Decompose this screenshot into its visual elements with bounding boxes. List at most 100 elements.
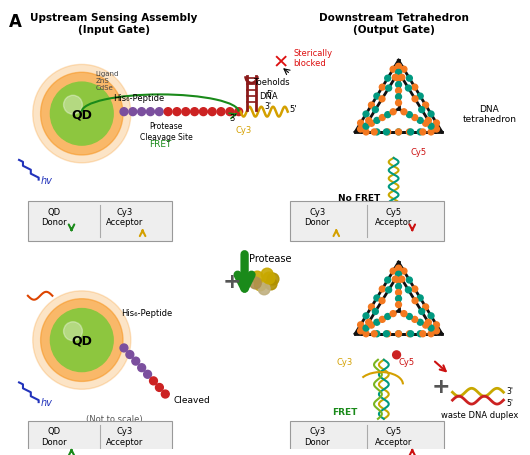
- Circle shape: [358, 322, 364, 328]
- Circle shape: [395, 302, 402, 308]
- Circle shape: [64, 96, 82, 115]
- Circle shape: [149, 377, 157, 385]
- Circle shape: [363, 124, 369, 130]
- Circle shape: [379, 96, 385, 102]
- Text: ✕: ✕: [272, 53, 289, 72]
- FancyBboxPatch shape: [28, 421, 172, 455]
- Circle shape: [383, 331, 390, 337]
- Circle shape: [417, 130, 423, 136]
- Circle shape: [407, 278, 412, 283]
- Circle shape: [407, 331, 412, 337]
- Circle shape: [235, 108, 243, 116]
- Text: Cy5: Cy5: [399, 357, 414, 366]
- Circle shape: [138, 364, 146, 372]
- Circle shape: [368, 323, 374, 329]
- Circle shape: [428, 325, 434, 331]
- Circle shape: [33, 65, 131, 163]
- Circle shape: [258, 283, 270, 295]
- Text: No FRET: No FRET: [338, 193, 381, 202]
- Circle shape: [363, 331, 369, 337]
- Circle shape: [261, 268, 273, 280]
- Circle shape: [395, 95, 402, 101]
- Circle shape: [395, 266, 402, 272]
- Circle shape: [392, 75, 398, 81]
- Circle shape: [428, 130, 434, 136]
- Circle shape: [395, 284, 402, 290]
- Circle shape: [368, 304, 374, 310]
- Circle shape: [420, 130, 426, 136]
- Text: Cleaved: Cleaved: [173, 395, 210, 404]
- Circle shape: [417, 295, 423, 301]
- Circle shape: [412, 96, 418, 102]
- Circle shape: [390, 67, 396, 73]
- Circle shape: [395, 82, 402, 88]
- Circle shape: [265, 278, 277, 290]
- Circle shape: [41, 299, 123, 382]
- Circle shape: [423, 304, 429, 310]
- Text: 5': 5': [367, 423, 374, 432]
- Circle shape: [434, 328, 439, 334]
- Circle shape: [120, 344, 128, 352]
- Circle shape: [263, 273, 275, 284]
- Circle shape: [420, 331, 426, 337]
- Circle shape: [374, 319, 380, 325]
- Text: Protease
Cleavage Site: Protease Cleavage Site: [140, 122, 192, 142]
- Circle shape: [146, 108, 154, 116]
- Circle shape: [379, 298, 385, 304]
- Circle shape: [401, 110, 407, 116]
- Text: Cy3
Donor: Cy3 Donor: [304, 207, 330, 227]
- Circle shape: [417, 319, 423, 325]
- Circle shape: [401, 268, 407, 274]
- Circle shape: [373, 309, 378, 315]
- Circle shape: [395, 272, 402, 278]
- Circle shape: [434, 322, 439, 328]
- Circle shape: [395, 331, 402, 337]
- Text: +: +: [431, 376, 450, 396]
- Circle shape: [419, 309, 425, 315]
- Circle shape: [407, 76, 412, 82]
- Circle shape: [412, 286, 418, 292]
- Text: 5': 5': [290, 105, 297, 114]
- Circle shape: [386, 287, 392, 293]
- Text: Cy3
Donor: Cy3 Donor: [304, 426, 330, 446]
- Circle shape: [434, 121, 439, 126]
- Circle shape: [428, 112, 434, 118]
- Text: Upstream Sensing Assembly
(Input Gate): Upstream Sensing Assembly (Input Gate): [30, 13, 198, 35]
- Text: Cy3
Acceptor: Cy3 Acceptor: [106, 207, 144, 227]
- Circle shape: [395, 64, 402, 70]
- Circle shape: [385, 331, 391, 337]
- Text: QD
Donor: QD Donor: [41, 207, 67, 227]
- Text: QD
Donor: QD Donor: [41, 426, 67, 446]
- Circle shape: [358, 121, 364, 126]
- Circle shape: [395, 290, 402, 296]
- Circle shape: [385, 130, 391, 136]
- Circle shape: [363, 325, 369, 331]
- Circle shape: [395, 71, 402, 76]
- Circle shape: [395, 130, 402, 136]
- Text: Protease: Protease: [250, 254, 292, 264]
- Circle shape: [379, 85, 385, 91]
- Circle shape: [385, 314, 391, 320]
- Text: 3': 3': [395, 212, 403, 221]
- Text: DNA: DNA: [259, 91, 277, 101]
- Circle shape: [129, 108, 137, 116]
- Text: DNA
tetrahedron: DNA tetrahedron: [462, 105, 516, 124]
- Circle shape: [412, 115, 418, 121]
- Circle shape: [368, 103, 374, 109]
- Circle shape: [191, 108, 199, 116]
- Text: His₆-Peptide: His₆-Peptide: [121, 308, 172, 317]
- Circle shape: [379, 286, 385, 292]
- Circle shape: [428, 124, 434, 130]
- Circle shape: [401, 311, 407, 317]
- Circle shape: [161, 390, 169, 398]
- Circle shape: [401, 67, 407, 73]
- Circle shape: [399, 277, 405, 283]
- Text: Cy5
Acceptor: Cy5 Acceptor: [375, 426, 412, 446]
- Circle shape: [366, 118, 372, 124]
- Circle shape: [182, 108, 190, 116]
- Circle shape: [33, 291, 131, 389]
- Circle shape: [199, 108, 207, 116]
- Circle shape: [132, 357, 140, 365]
- Circle shape: [120, 108, 128, 116]
- Circle shape: [428, 331, 434, 337]
